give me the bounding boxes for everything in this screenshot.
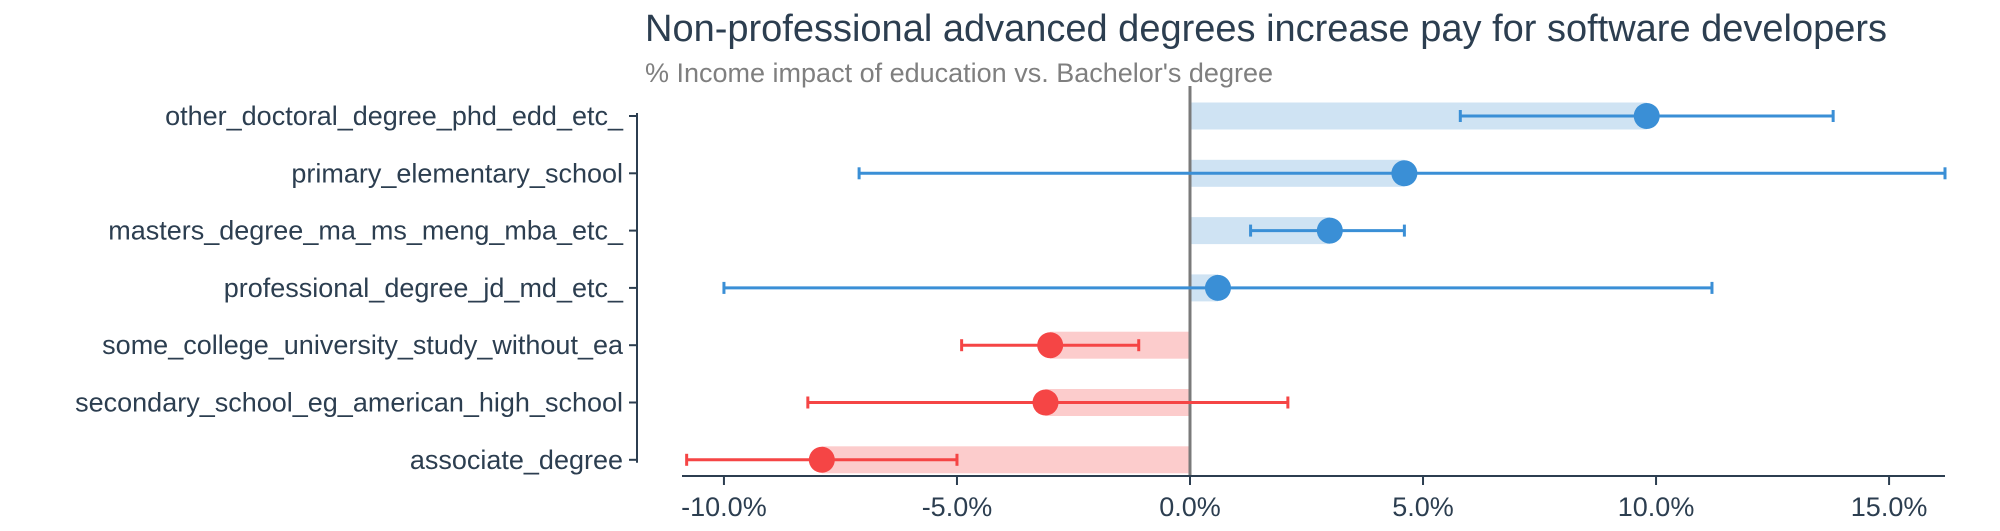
point-associate_degree [808,446,835,473]
y-tick-label: other_doctoral_degree_phd_edd_etc_ [165,101,624,131]
chart-subtitle: % Income impact of education vs. Bachelo… [645,58,1273,88]
x-tick-label: 15.0% [1851,492,1928,522]
x-tick-label: -5.0% [922,492,993,522]
y-tick-label: some_college_university_study_without_ea [102,330,624,360]
chart-title: Non-professional advanced degrees increa… [645,8,1888,50]
point-primary_elementary_school [1391,160,1418,187]
y-tick-label: masters_degree_ma_ms_meng_mba_etc_ [108,216,624,246]
y-tick-label: secondary_school_eg_american_high_school [75,388,623,418]
point-some_college_university_study_without_ea [1037,332,1064,359]
x-tick-label: 10.0% [1618,492,1695,522]
y-tick-label: primary_elementary_school [291,158,623,188]
x-tick-label: 0.0% [1159,492,1221,522]
y-tick-label: associate_degree [410,445,623,475]
point-secondary_school_eg_american_high_school [1032,389,1059,416]
x-tick-label: 5.0% [1392,492,1454,522]
y-tick-label: professional_degree_jd_md_etc_ [224,273,624,303]
point-professional_degree_jd_md_etc_ [1204,274,1231,301]
x-tick-label: -10.0% [681,492,767,522]
point-other_doctoral_degree_phd_edd_etc_ [1633,103,1660,129]
point-masters_degree_ma_ms_meng_mba_etc_ [1316,217,1343,244]
